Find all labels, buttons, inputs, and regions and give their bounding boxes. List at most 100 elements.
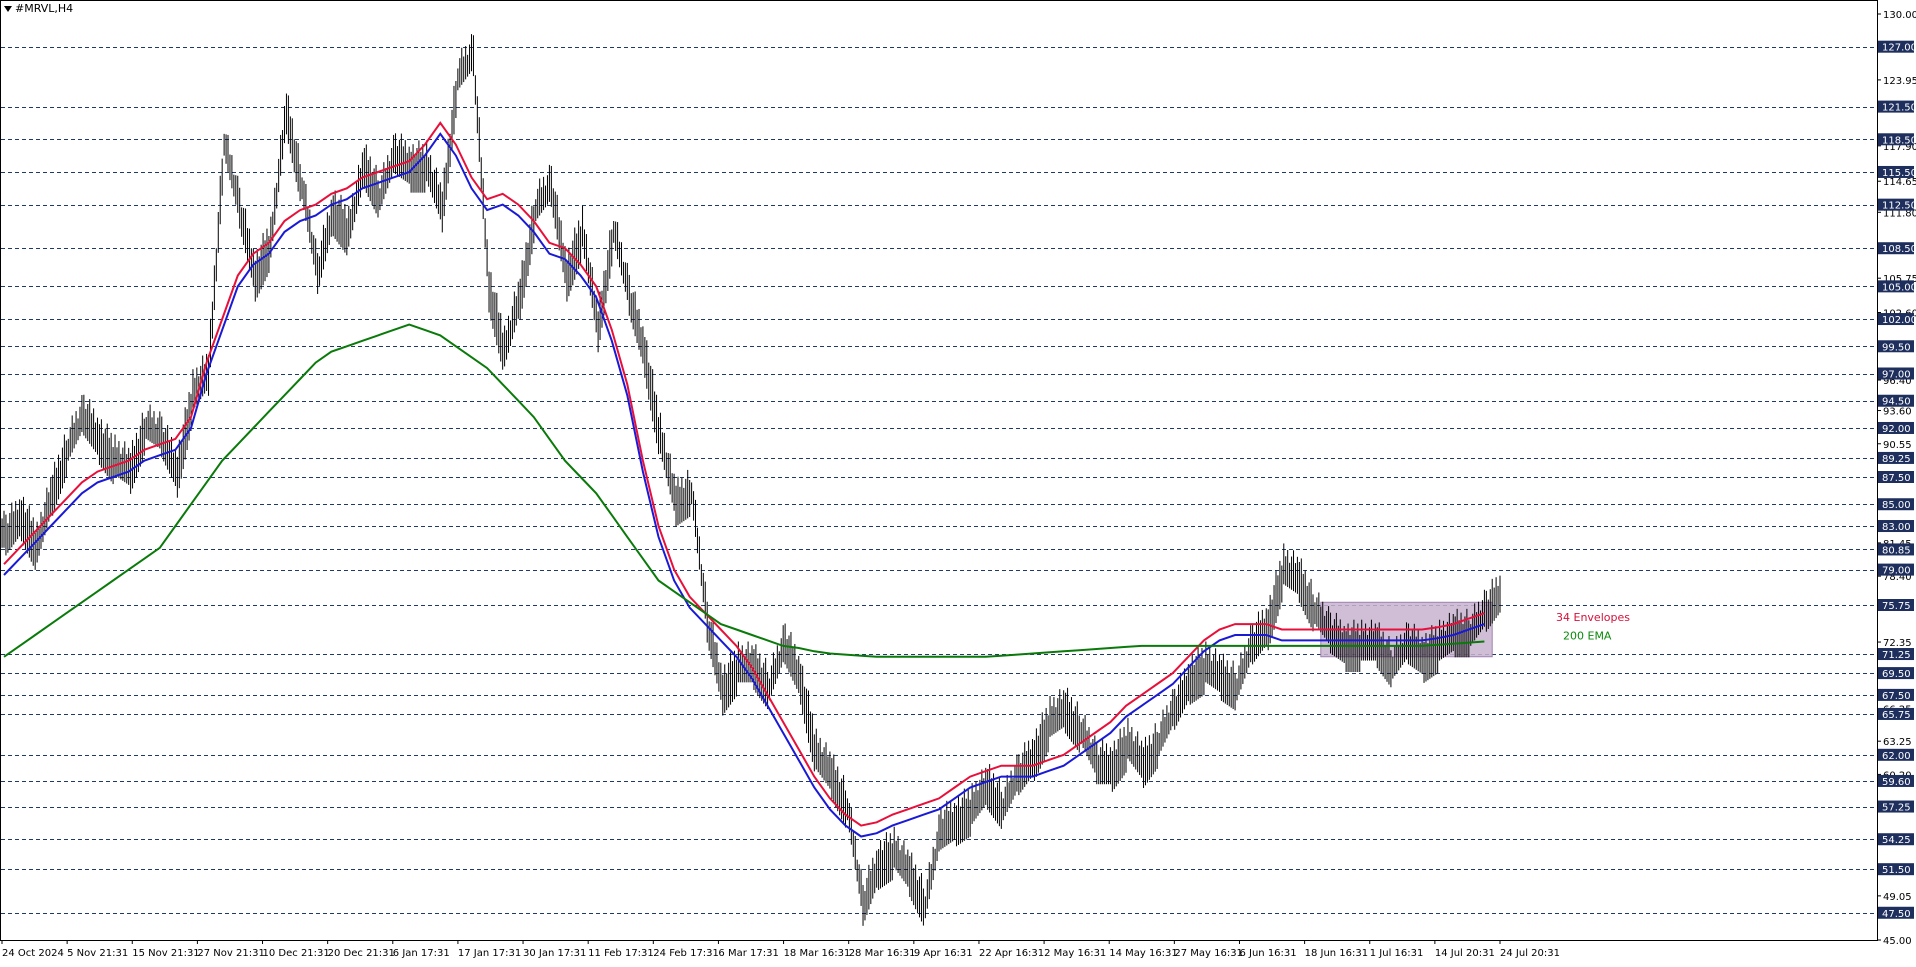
- x-tick-label: 18 Mar 16:31: [784, 948, 851, 959]
- level-tag: [1878, 688, 1914, 701]
- level-tag: [1878, 800, 1914, 813]
- y-tick-label: 90.55: [1883, 440, 1912, 451]
- y-tick-label: 123.95: [1883, 76, 1916, 87]
- x-tick-label: 1 Jul 16:31: [1370, 948, 1424, 959]
- x-tick-label: 30 Jan 17:31: [523, 948, 586, 959]
- level-tag-label: 108.50: [1882, 244, 1916, 255]
- level-tag: [1878, 774, 1914, 787]
- level-tag: [1878, 667, 1914, 680]
- level-tag-label: 79.00: [1882, 566, 1911, 577]
- level-tag: [1878, 242, 1914, 255]
- level-tag: [1878, 707, 1914, 720]
- level-tag: [1878, 198, 1914, 211]
- x-tick-label: 5 Nov 21:31: [67, 948, 128, 959]
- level-tag: [1878, 367, 1914, 380]
- y-tick-label: 78.40: [1883, 572, 1912, 583]
- level-tag: [1878, 421, 1914, 434]
- level-tag: [1878, 543, 1914, 556]
- level-tag-label: 57.25: [1882, 803, 1911, 814]
- y-tick-label: 63.25: [1883, 737, 1912, 748]
- level-tag: [1878, 648, 1914, 661]
- dropdown-triangle-icon[interactable]: [4, 6, 12, 12]
- level-tag-label: 75.75: [1882, 601, 1911, 612]
- level-tag-label: 87.50: [1882, 473, 1911, 484]
- level-tag-label: 54.25: [1882, 835, 1911, 846]
- level-tag-label: 118.50: [1882, 135, 1916, 146]
- x-tick-label: 6 Jun 16:31: [1239, 948, 1296, 959]
- x-tick-label: 28 Mar 16:31: [849, 948, 916, 959]
- x-tick-label: 14 Jul 20:31: [1435, 948, 1495, 959]
- level-tag: [1878, 40, 1914, 53]
- level-tag: [1878, 100, 1914, 113]
- x-tick-label: 6 Jan 17:31: [393, 948, 450, 959]
- level-tag-label: 94.50: [1882, 397, 1911, 408]
- level-tag: [1878, 748, 1914, 761]
- level-tag-label: 92.00: [1882, 424, 1911, 435]
- x-tick-label: 24 Feb 17:31: [653, 948, 719, 959]
- ema-label: 200 EMA: [1563, 629, 1612, 642]
- x-tick-label: 18 Jun 16:31: [1305, 948, 1369, 959]
- level-tag-label: 59.60: [1882, 777, 1911, 788]
- series-line: [3, 121, 1485, 827]
- x-tick-label: 15 Nov 21:31: [132, 948, 199, 959]
- y-tick-label: 72.35: [1883, 638, 1912, 649]
- level-tag: [1878, 563, 1914, 576]
- y-tick-label: 45.00: [1883, 936, 1912, 947]
- y-tick-label: 96.40: [1883, 376, 1912, 387]
- level-tag: [1878, 906, 1914, 919]
- x-tick-label: 11 Feb 17:31: [588, 948, 654, 959]
- level-tag-label: 51.50: [1882, 865, 1911, 876]
- x-tick-label: 24 Oct 2024: [2, 948, 64, 959]
- level-tag-label: 80.85: [1882, 545, 1911, 556]
- y-tick-label: 93.60: [1883, 407, 1912, 418]
- level-tag: [1878, 471, 1914, 483]
- x-tick-label: 6 Mar 17:31: [718, 948, 778, 959]
- level-tag-label: 65.75: [1882, 710, 1911, 721]
- x-tick-label: 14 May 16:31: [1109, 948, 1178, 959]
- level-tag: [1878, 863, 1914, 876]
- y-tick-label: 111.80: [1883, 208, 1916, 219]
- level-tag-label: 89.25: [1882, 454, 1911, 465]
- symbol-text: #MRVL,H4: [15, 2, 74, 15]
- level-tag: [1878, 833, 1914, 846]
- x-tick-label: 22 Apr 16:31: [979, 948, 1044, 959]
- x-tick-label: 27 May 16:31: [1174, 948, 1243, 959]
- y-tick-label: 114.65: [1883, 177, 1916, 188]
- level-tag-label: 97.00: [1882, 370, 1911, 381]
- y-tick-label: 105.75: [1883, 274, 1916, 285]
- level-tag: [1878, 280, 1914, 293]
- level-tag: [1878, 133, 1914, 146]
- x-tick-label: 10 Dec 21:31: [263, 948, 330, 959]
- chart-frame: [0, 0, 1878, 941]
- series-line: [3, 132, 1485, 838]
- level-tag-label: 69.50: [1882, 669, 1911, 680]
- series-line: [3, 323, 1485, 658]
- level-tag-label: 102.00: [1882, 315, 1916, 326]
- x-tick-label: 20 Dec 21:31: [328, 948, 395, 959]
- level-tag-label: 67.50: [1882, 691, 1911, 702]
- level-tag-label: 62.00: [1882, 751, 1911, 762]
- level-tag-label: 99.50: [1882, 342, 1911, 353]
- level-tag: [1878, 394, 1914, 407]
- level-tag-label: 83.00: [1882, 522, 1911, 533]
- y-tick-label: 49.05: [1883, 892, 1912, 903]
- level-tag: [1878, 498, 1914, 511]
- level-tag-label: 47.50: [1882, 909, 1911, 920]
- level-tag-label: 71.25: [1882, 650, 1911, 661]
- level-tag: [1878, 340, 1914, 353]
- level-tag-label: 127.00: [1882, 43, 1916, 54]
- level-tag-label: 105.00: [1882, 282, 1916, 293]
- x-tick-label: 24 Jul 20:31: [1500, 948, 1560, 959]
- y-tick-label: 117.90: [1883, 142, 1916, 153]
- envelopes-label: 34 Envelopes: [1556, 611, 1630, 624]
- level-tag: [1878, 520, 1914, 533]
- level-tag: [1878, 451, 1914, 464]
- symbol-label: #MRVL,H4: [4, 2, 73, 15]
- level-tag-label: 112.50: [1882, 201, 1916, 212]
- level-tag: [1878, 599, 1914, 612]
- x-tick-label: 27 Nov 21:31: [197, 948, 264, 959]
- level-tag-label: 115.50: [1882, 168, 1916, 179]
- x-tick-label: 17 Jan 17:31: [458, 948, 521, 959]
